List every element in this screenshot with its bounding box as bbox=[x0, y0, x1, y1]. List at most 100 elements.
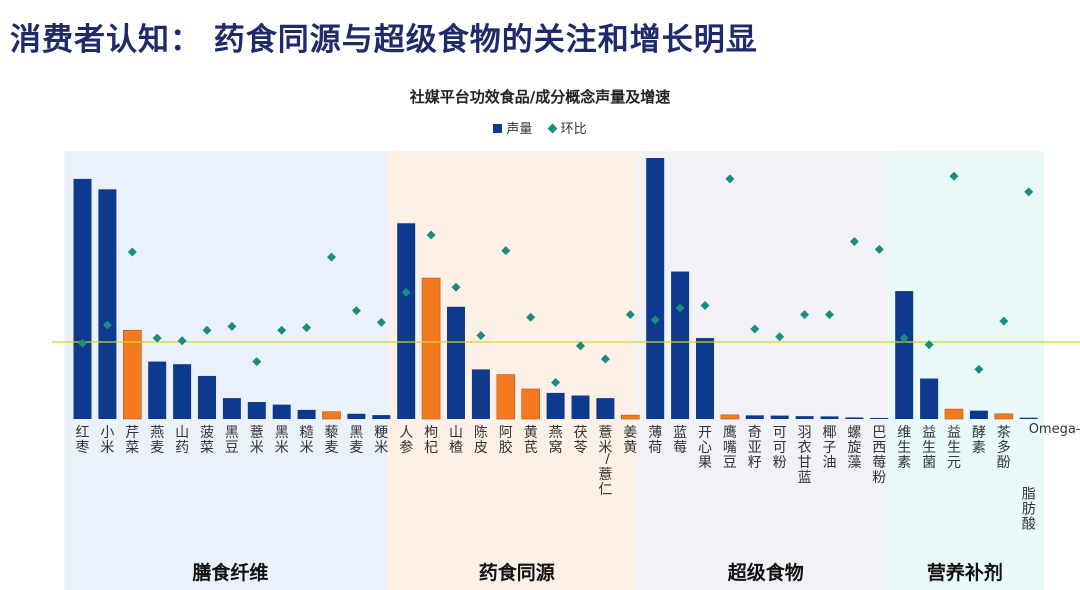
category-label: 陈皮 bbox=[474, 424, 488, 456]
category-label: 阿胶 bbox=[499, 425, 513, 456]
chart-legend: 声量 环比 bbox=[0, 118, 1080, 137]
category-label: 薄荷 bbox=[648, 425, 662, 456]
bar-volume bbox=[720, 414, 740, 420]
marker-mom bbox=[750, 324, 760, 334]
bar-volume bbox=[571, 395, 590, 419]
marker-mom bbox=[177, 336, 187, 346]
bar-volume bbox=[795, 416, 814, 419]
bar-volume bbox=[770, 415, 789, 419]
bar-volume bbox=[471, 369, 490, 419]
marker-mom bbox=[401, 287, 411, 297]
marker-mom bbox=[152, 333, 162, 343]
category-label: 益生菌 bbox=[922, 425, 936, 471]
category-label: 鹰嘴豆 bbox=[723, 425, 737, 471]
bar-volume bbox=[521, 388, 541, 420]
marker-mom bbox=[526, 312, 536, 322]
category-label: 维生素 bbox=[897, 425, 911, 471]
category-label: 藜麦 bbox=[325, 425, 339, 456]
category-label: 人参 bbox=[399, 425, 413, 456]
bar-volume bbox=[98, 189, 117, 419]
group-backgrounds bbox=[64, 151, 1044, 590]
category-label: 黑豆 bbox=[225, 425, 239, 456]
bar-volume bbox=[944, 408, 964, 420]
bar-volume bbox=[994, 413, 1014, 420]
category-label: 小米 bbox=[100, 425, 114, 456]
bar-volume bbox=[646, 158, 665, 419]
legend-mom-diamond-icon bbox=[547, 123, 558, 134]
legend-volume-square-icon bbox=[493, 124, 503, 133]
marker-mom bbox=[999, 316, 1009, 326]
bar-volume bbox=[421, 277, 441, 420]
category-label: 菠菜 bbox=[200, 425, 214, 456]
marker-mom bbox=[650, 315, 660, 325]
bar-volume bbox=[820, 416, 839, 419]
group-background-2 bbox=[388, 151, 646, 590]
marker-mom bbox=[277, 325, 287, 335]
marker-mom bbox=[351, 306, 361, 316]
bar-volume bbox=[496, 374, 516, 420]
group-background-4 bbox=[886, 151, 1044, 590]
page-title: 消费者认知： 药食同源与超级食物的关注和增长明显 bbox=[10, 22, 758, 58]
category-label: 椰子油 bbox=[823, 425, 837, 471]
legend-item-mom: 环比 bbox=[547, 118, 587, 137]
marker-mom bbox=[1024, 187, 1034, 197]
marker-mom bbox=[426, 230, 436, 240]
marker-mom bbox=[849, 237, 859, 247]
marker-mom bbox=[625, 310, 635, 320]
marker-mom bbox=[700, 300, 710, 310]
bar-volume bbox=[148, 361, 167, 419]
bar-volume bbox=[198, 375, 216, 419]
marker-mom bbox=[974, 364, 984, 374]
marker-mom bbox=[501, 246, 511, 256]
category-label: 可可粉 bbox=[773, 425, 787, 471]
category-label: 燕窝 bbox=[549, 425, 563, 456]
category-label: 益生元 bbox=[947, 425, 961, 471]
marker-mom bbox=[775, 332, 785, 342]
legend-item-volume: 声量 bbox=[493, 118, 532, 137]
bar-volume bbox=[845, 417, 864, 419]
group-background-3 bbox=[637, 151, 895, 590]
marker-mom bbox=[899, 333, 909, 343]
marker-mom bbox=[127, 247, 137, 257]
legend-volume-label: 声量 bbox=[506, 122, 533, 137]
bar-volume bbox=[322, 411, 341, 420]
marker-mom bbox=[78, 338, 87, 348]
category-label: 巴西莓粉 bbox=[872, 425, 886, 486]
group-label: 营养补剂 bbox=[927, 561, 1003, 584]
category-label: 姜黄 bbox=[623, 425, 637, 456]
bar-volume bbox=[247, 402, 266, 419]
bar-volume bbox=[1019, 417, 1038, 419]
marker-mom bbox=[825, 310, 834, 320]
bar-volume bbox=[895, 291, 914, 419]
marker-mom bbox=[725, 174, 735, 184]
group-label: 药食同源 bbox=[479, 561, 555, 584]
marker-mom bbox=[675, 303, 685, 313]
category-label: 糙米 bbox=[300, 425, 314, 456]
category-labels: 红枣小米芹菜燕麦山药菠菜黑豆薏米黑米糙米藜麦黑麦粳米人参枸杞山楂陈皮阿胶黄芪燕窝… bbox=[76, 422, 1080, 532]
marker-mom bbox=[949, 171, 959, 181]
marker-mom bbox=[800, 310, 810, 320]
bar-volume bbox=[123, 329, 142, 420]
bar-volume bbox=[397, 223, 416, 419]
group-label: 超级食物 bbox=[727, 561, 804, 584]
category-label: 山楂 bbox=[449, 425, 463, 456]
bar-volume bbox=[920, 378, 939, 419]
category-label: 酵素 bbox=[972, 425, 986, 456]
category-label: 蓝莓 bbox=[673, 425, 687, 456]
bar-volume bbox=[372, 415, 391, 419]
bar-volume bbox=[969, 410, 988, 419]
category-label: 薏米 bbox=[250, 425, 264, 456]
category-label: 羽衣甘蓝 bbox=[798, 425, 812, 486]
bar-volume bbox=[447, 306, 465, 419]
group-labels: 膳食纤维 药食同源 超级食物 营养补剂 bbox=[191, 561, 1003, 584]
bar-volume bbox=[671, 271, 690, 419]
marker-mom bbox=[451, 282, 461, 292]
group-label: 膳食纤维 bbox=[191, 561, 268, 584]
category-label: 红枣 bbox=[76, 425, 90, 456]
marker-mom bbox=[874, 244, 884, 254]
category-label: 开心果 bbox=[698, 425, 712, 471]
marker-mom bbox=[252, 357, 262, 367]
marker-mom bbox=[600, 354, 610, 364]
category-label: 枸杞 bbox=[424, 425, 438, 456]
category-label: 奇亚籽 bbox=[748, 424, 762, 471]
